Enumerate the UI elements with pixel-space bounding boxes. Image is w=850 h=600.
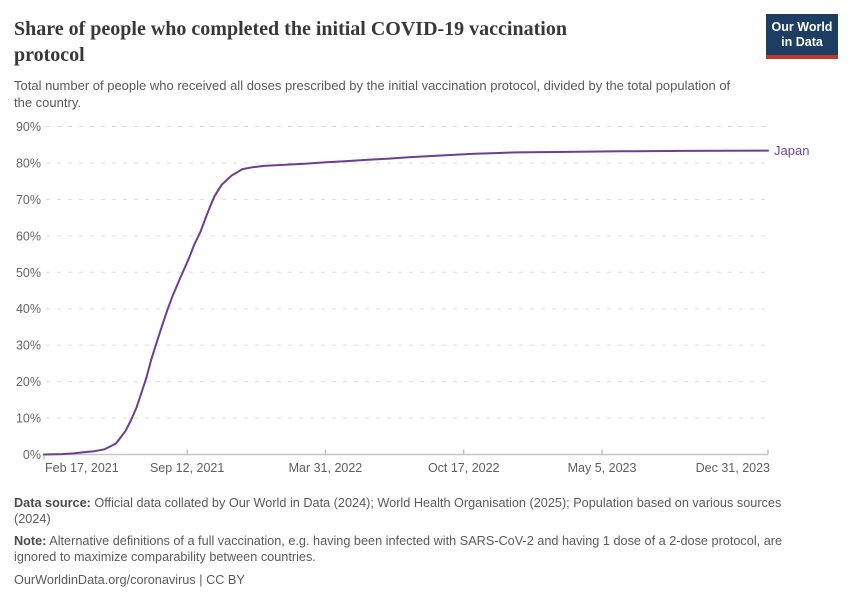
series-line-japan[interactable] [43, 149, 769, 456]
data-source-text: Official data collated by Our World in D… [14, 496, 782, 526]
y-axis-label-50%: 50% [16, 266, 41, 280]
x-axis-label-May 5, 2023: May 5, 2023 [568, 461, 637, 475]
license-row: OurWorldinData.org/coronavirus | CC BY [14, 572, 820, 588]
page-title: Share of people who completed the initia… [14, 16, 750, 68]
y-axis-label-80%: 80% [16, 156, 41, 170]
data-source-label: Data source: [14, 496, 91, 510]
owid-coronavirus-link[interactable]: OurWorldinData.org/coronavirus [14, 573, 196, 587]
note-label: Note: [14, 534, 47, 548]
note-text: Alternative definitions of a full vaccin… [14, 534, 783, 564]
y-axis-label-10%: 10% [16, 412, 41, 426]
y-axis-label-70%: 70% [16, 193, 41, 207]
license-separator: | [199, 573, 203, 587]
chart-header: Share of people who completed the initia… [0, 0, 850, 111]
y-axis-label-0%: 0% [23, 448, 41, 462]
y-axis-label-30%: 30% [16, 339, 41, 353]
x-axis-label-Oct 17, 2022: Oct 17, 2022 [428, 461, 500, 475]
line-chart-canvas[interactable]: 0% 10% 20% 30% 40% 50% 60% 70% 80% 90% Feb 17, 202… [0, 115, 850, 493]
x-axis-label-Feb 17, 2021: Feb 17, 2021 [45, 461, 119, 475]
x-axis-label-Dec 31, 2023: Dec 31, 2023 [696, 461, 770, 475]
note-row: Note: Alternative definitions of a full … [14, 533, 820, 565]
x-axis-label-Mar 31, 2022: Mar 31, 2022 [289, 461, 363, 475]
title-block: Share of people who completed the initia… [14, 14, 766, 111]
data-source-row: Data source: Official data collated by O… [14, 495, 820, 527]
chart-subtitle: Total number of people who received all … [14, 78, 731, 110]
owid-logo-line-2: in Data [781, 35, 823, 49]
chart-footer: Data source: Official data collated by O… [0, 493, 850, 588]
x-axis-label-Sep 12, 2021: Sep 12, 2021 [150, 461, 224, 475]
y-axis-label-90%: 90% [16, 120, 41, 134]
y-axis-label-40%: 40% [16, 302, 41, 316]
chart-area: 0% 10% 20% 30% 40% 50% 60% 70% 80% 90% Feb 17, 202… [0, 115, 850, 493]
y-axis-label-60%: 60% [16, 229, 41, 243]
y-axis-label-20%: 20% [16, 375, 41, 389]
title-line-1: Share of people who completed the initia… [14, 18, 567, 40]
cc-by-link[interactable]: CC BY [206, 573, 245, 587]
owid-logo-line-1: Our World [771, 20, 833, 34]
series-label-japan[interactable]: Japan [774, 143, 809, 158]
owid-logo[interactable]: Our World in Data [766, 14, 838, 59]
title-line-2: protocol [14, 44, 85, 66]
